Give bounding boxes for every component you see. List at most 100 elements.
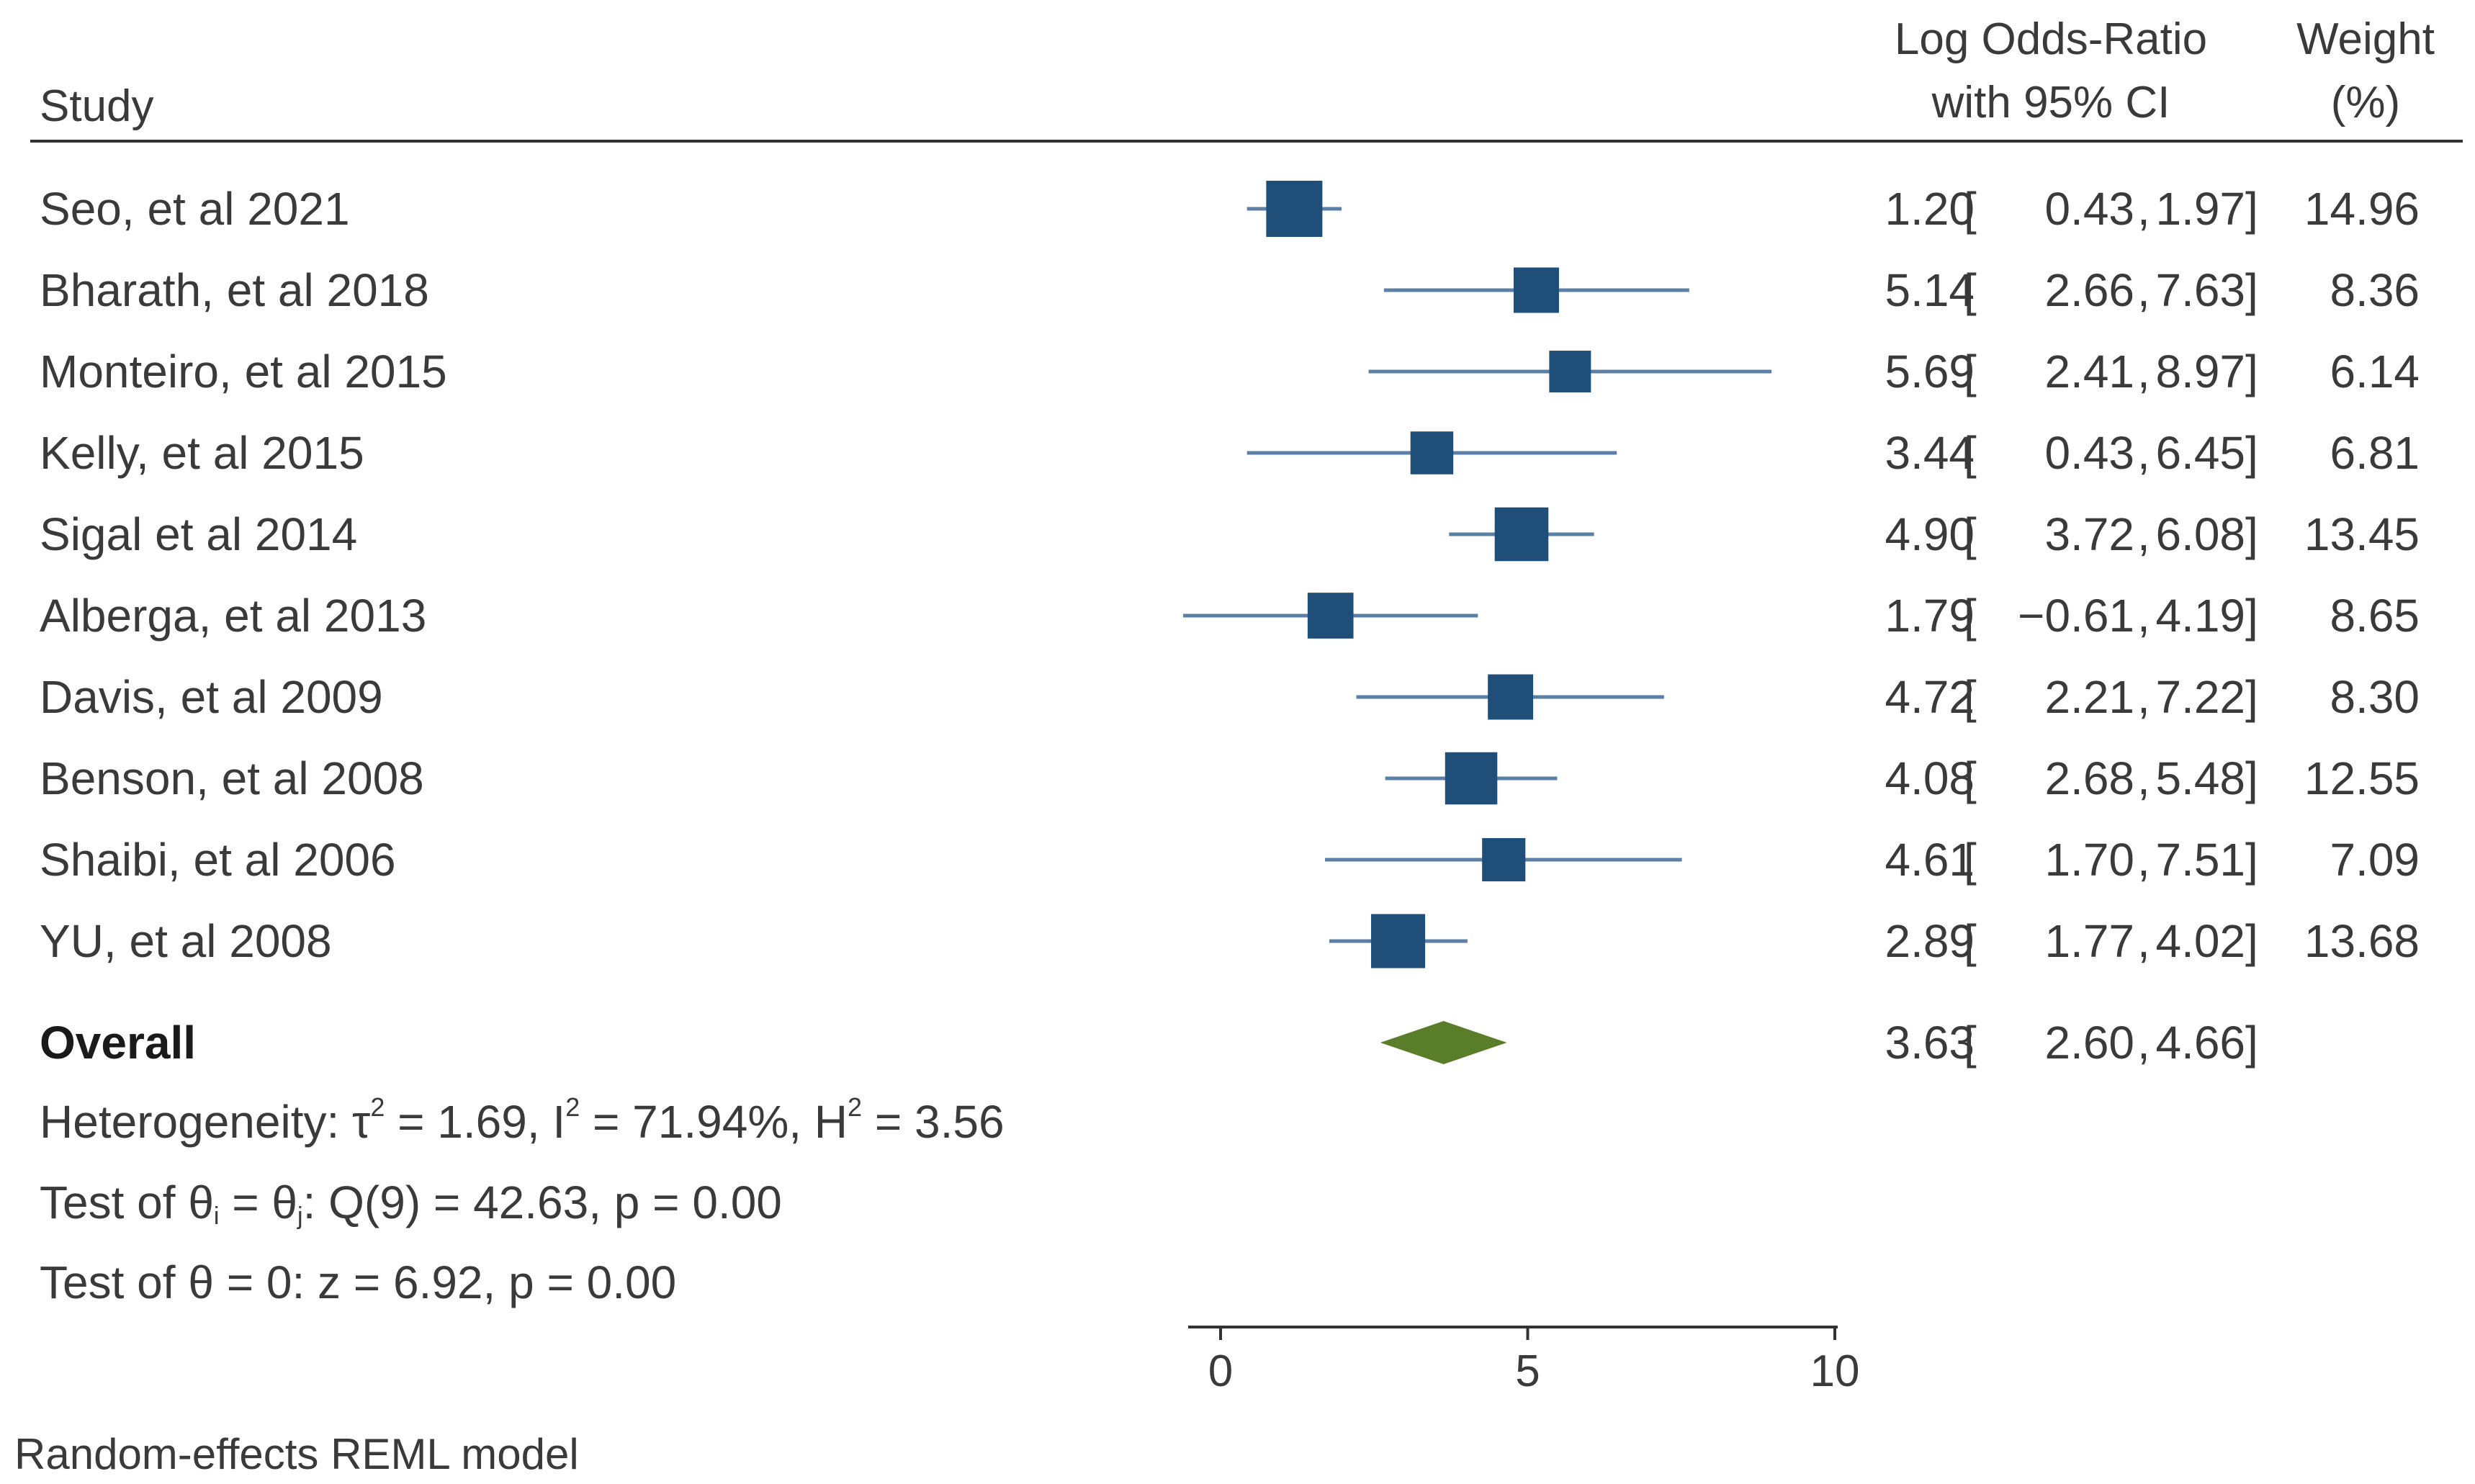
ci-lower-value: 2.21	[2044, 671, 2134, 723]
ci-upper-value: 7.51	[2155, 834, 2245, 886]
study-marker	[1410, 431, 1454, 475]
ci-lower-value: 2.60	[2044, 1017, 2134, 1069]
ci-close-bracket: ]	[2245, 346, 2258, 397]
x-axis-tick-label: 10	[1810, 1346, 1860, 1396]
estimate-value: 4.90	[1885, 508, 1975, 560]
ci-open-bracket: [	[1964, 834, 1977, 886]
study-marker	[1482, 837, 1526, 882]
weight-column-subheader: (%)	[2331, 78, 2400, 127]
ci-lower-value: 2.41	[2044, 346, 2134, 397]
x-axis: 0 5 10	[1188, 1326, 1860, 1396]
ci-lower-value: 0.43	[2044, 183, 2134, 235]
ci-upper-value: 7.22	[2155, 671, 2245, 723]
ci-separator: ,	[2137, 1017, 2150, 1069]
weight-value: 6.14	[2330, 346, 2420, 397]
ci-close-bracket: ]	[2245, 1017, 2258, 1069]
ci-separator: ,	[2137, 671, 2150, 723]
ci-open-bracket: [	[1964, 1017, 1977, 1069]
ci-separator: ,	[2137, 915, 2150, 967]
weight-value: 12.55	[2304, 752, 2420, 804]
estimate-value: 1.20	[1885, 183, 1975, 235]
study-marker	[1370, 914, 1426, 968]
estimate-value: 4.72	[1885, 671, 1975, 723]
ci-lower-value: 2.66	[2044, 264, 2134, 316]
estimate-column-subheader: with 95% CI	[1931, 78, 2170, 127]
ci-lower-value: 3.72	[2044, 508, 2134, 560]
ci-open-bracket: [	[1964, 590, 1977, 642]
ci-close-bracket: ]	[2245, 427, 2258, 479]
weight-value: 7.09	[2330, 834, 2420, 886]
ci-separator: ,	[2137, 508, 2150, 560]
ci-upper-value: 6.08	[2155, 508, 2245, 560]
ci-lower-value: 1.77	[2044, 915, 2134, 967]
study-label: Kelly, et al 2015	[40, 427, 364, 479]
ci-separator: ,	[2137, 752, 2150, 804]
study-label: Bharath, et al 2018	[40, 264, 429, 316]
ci-open-bracket: [	[1964, 752, 1977, 804]
ci-open-bracket: [	[1964, 264, 1977, 316]
ci-upper-value: 4.66	[2155, 1017, 2245, 1069]
estimate-value: 5.14	[1885, 264, 1975, 316]
study-label: Davis, et al 2009	[40, 671, 383, 723]
ci-open-bracket: [	[1964, 671, 1977, 723]
ci-close-bracket: ]	[2245, 590, 2258, 642]
estimate-value: 4.08	[1885, 752, 1975, 804]
study-marker	[1513, 267, 1559, 313]
ci-close-bracket: ]	[2245, 915, 2258, 967]
weight-column-header: Weight	[2296, 14, 2435, 64]
ci-upper-value: 7.63	[2155, 264, 2245, 316]
estimate-value: 3.63	[1885, 1017, 1975, 1069]
ci-separator: ,	[2137, 183, 2150, 235]
ci-lower-value: −0.61	[2018, 590, 2134, 642]
ci-close-bracket: ]	[2245, 183, 2258, 235]
weight-value: 8.65	[2330, 590, 2420, 642]
ci-open-bracket: [	[1964, 183, 1977, 235]
ci-lower-value: 0.43	[2044, 427, 2134, 479]
ci-upper-value: 6.45	[2155, 427, 2245, 479]
ci-open-bracket: [	[1964, 915, 1977, 967]
study-column-header: Study	[40, 81, 154, 131]
ci-upper-value: 8.97	[2155, 346, 2245, 397]
model-footnote: Random-effects REML model	[14, 1430, 579, 1478]
study-marker	[1494, 507, 1549, 562]
estimate-value: 4.61	[1885, 834, 1975, 886]
estimate-column-header: Log Odds-Ratio	[1895, 14, 2207, 64]
estimate-value: 3.44	[1885, 427, 1975, 479]
study-label: Benson, et al 2008	[40, 752, 424, 804]
ci-open-bracket: [	[1964, 427, 1977, 479]
ci-open-bracket: [	[1964, 346, 1977, 397]
ci-close-bracket: ]	[2245, 508, 2258, 560]
ci-lower-value: 1.70	[2044, 834, 2134, 886]
weight-value: 6.81	[2330, 427, 2420, 479]
heterogeneity-text: Heterogeneity: τ2 = 1.69, I2 = 71.94%, H…	[40, 1092, 1005, 1148]
ci-separator: ,	[2137, 590, 2150, 642]
estimate-value: 2.89	[1885, 915, 1975, 967]
ci-upper-value: 5.48	[2155, 752, 2245, 804]
test-theta-zero-text: Test of θ = 0: z = 6.92, p = 0.00	[40, 1256, 676, 1308]
ci-open-bracket: [	[1964, 508, 1977, 560]
overall-label: Overall	[40, 1017, 196, 1069]
weight-value: 8.30	[2330, 671, 2420, 723]
study-label: Shaibi, et al 2006	[40, 834, 396, 886]
ci-close-bracket: ]	[2245, 671, 2258, 723]
ci-separator: ,	[2137, 264, 2150, 316]
ci-lower-value: 2.68	[2044, 752, 2134, 804]
weight-value: 13.45	[2304, 508, 2420, 560]
study-marker	[1266, 181, 1323, 237]
study-label: Seo, et al 2021	[40, 183, 350, 235]
ci-close-bracket: ]	[2245, 834, 2258, 886]
study-label: Alberga, et al 2013	[40, 590, 426, 642]
ci-upper-value: 4.02	[2155, 915, 2245, 967]
ci-separator: ,	[2137, 346, 2150, 397]
ci-upper-value: 4.19	[2155, 590, 2245, 642]
study-marker	[1488, 674, 1534, 720]
estimate-value: 5.69	[1885, 346, 1975, 397]
ci-separator: ,	[2137, 427, 2150, 479]
study-label: Sigal et al 2014	[40, 508, 357, 560]
test-theta-ij-text: Test of θi = θj: Q(9) = 42.63, p = 0.00	[40, 1177, 782, 1230]
study-label: YU, et al 2008	[40, 915, 332, 967]
ci-close-bracket: ]	[2245, 752, 2258, 804]
study-marker	[1549, 351, 1591, 392]
weight-value: 14.96	[2304, 183, 2420, 235]
